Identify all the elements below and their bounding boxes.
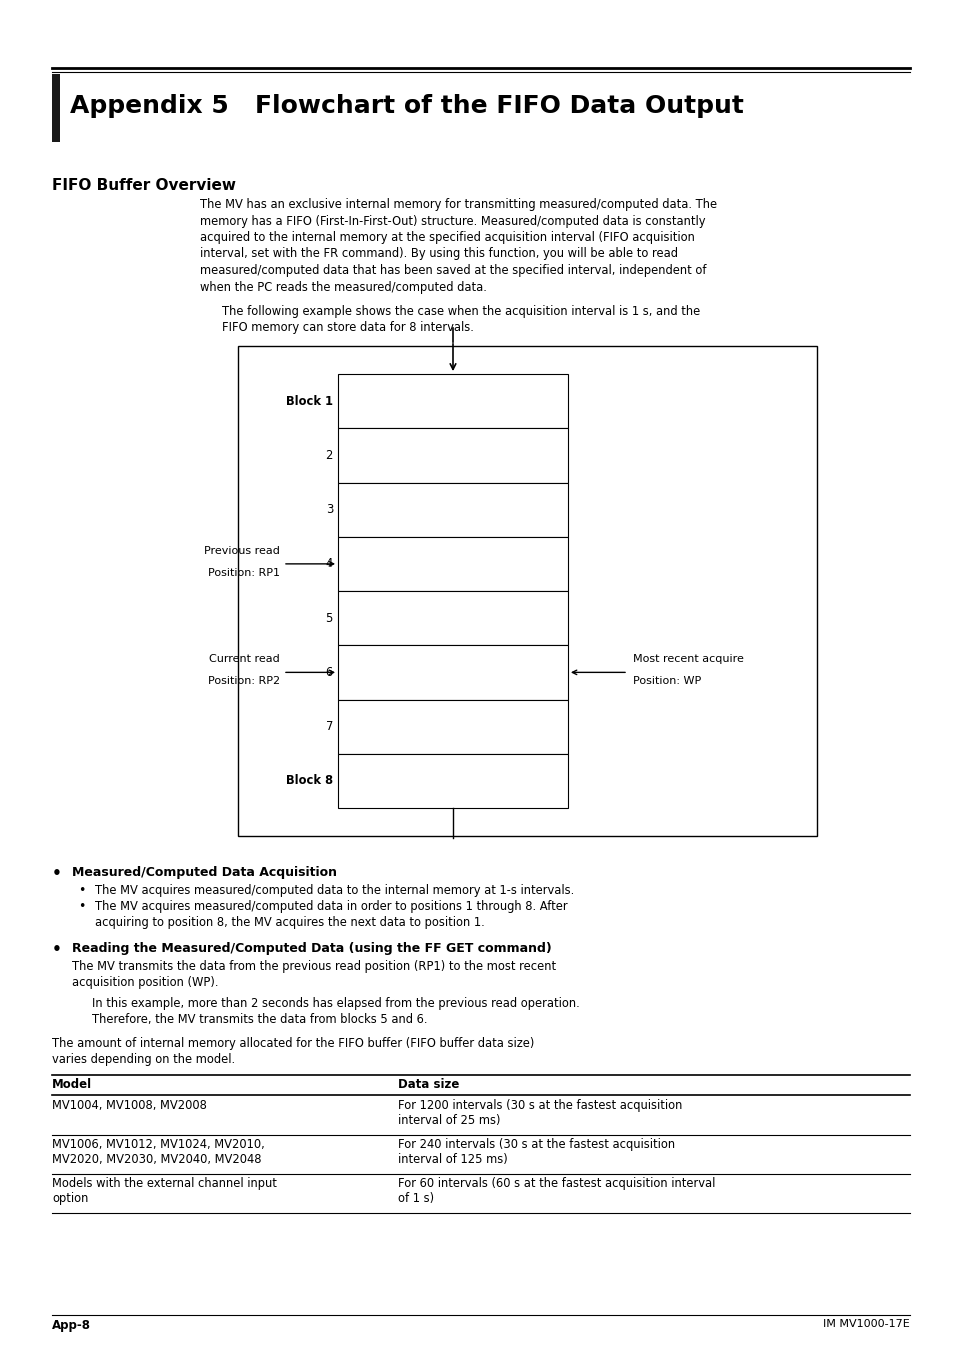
Bar bbox=[337, 428, 567, 482]
Text: The following example shows the case when the acquisition interval is 1 s, and t: The following example shows the case whe… bbox=[222, 305, 700, 319]
Text: The amount of internal memory allocated for the FIFO buffer (FIFO buffer data si: The amount of internal memory allocated … bbox=[52, 1037, 534, 1050]
Text: MV1006, MV1012, MV1024, MV2010,: MV1006, MV1012, MV1024, MV2010, bbox=[52, 1138, 265, 1152]
Text: Models with the external channel input: Models with the external channel input bbox=[52, 1177, 276, 1189]
Text: acquiring to position 8, the MV acquires the next data to position 1.: acquiring to position 8, the MV acquires… bbox=[95, 917, 484, 929]
Text: 2: 2 bbox=[325, 448, 333, 462]
Text: Measured/Computed Data Acquisition: Measured/Computed Data Acquisition bbox=[71, 865, 336, 879]
Text: 7: 7 bbox=[325, 720, 333, 733]
Text: of 1 s): of 1 s) bbox=[397, 1192, 434, 1206]
Text: 6: 6 bbox=[325, 666, 333, 679]
Text: option: option bbox=[52, 1192, 89, 1206]
Text: For 240 intervals (30 s at the fastest acquisition: For 240 intervals (30 s at the fastest a… bbox=[397, 1138, 675, 1152]
Text: •: • bbox=[78, 900, 85, 913]
Text: The MV acquires measured/computed data in order to positions 1 through 8. After: The MV acquires measured/computed data i… bbox=[95, 900, 567, 913]
Text: 4: 4 bbox=[325, 558, 333, 570]
Text: Block 8: Block 8 bbox=[286, 775, 333, 787]
Text: Previous read: Previous read bbox=[204, 545, 280, 556]
Text: FIFO Buffer Overview: FIFO Buffer Overview bbox=[52, 178, 235, 193]
Text: Most recent acquire: Most recent acquire bbox=[633, 655, 743, 664]
Text: memory has a FIFO (First-In-First-Out) structure. Measured/computed data is cons: memory has a FIFO (First-In-First-Out) s… bbox=[200, 215, 705, 228]
Text: varies depending on the model.: varies depending on the model. bbox=[52, 1053, 234, 1066]
Text: Position: WP: Position: WP bbox=[633, 676, 700, 686]
Text: interval, set with the FR command). By using this function, you will be able to : interval, set with the FR command). By u… bbox=[200, 247, 678, 261]
Text: 5: 5 bbox=[325, 612, 333, 625]
Text: 3: 3 bbox=[325, 504, 333, 516]
Text: Position: RP2: Position: RP2 bbox=[208, 676, 280, 686]
Text: The MV transmits the data from the previous read position (RP1) to the most rece: The MV transmits the data from the previ… bbox=[71, 960, 556, 973]
Bar bbox=[337, 537, 567, 591]
Bar bbox=[337, 753, 567, 809]
Text: FIFO memory can store data for 8 intervals.: FIFO memory can store data for 8 interva… bbox=[222, 321, 474, 335]
Text: MV1004, MV1008, MV2008: MV1004, MV1008, MV2008 bbox=[52, 1099, 207, 1112]
Text: acquisition position (WP).: acquisition position (WP). bbox=[71, 976, 218, 990]
Bar bbox=[337, 645, 567, 699]
Text: Appendix 5   Flowchart of the FIFO Data Output: Appendix 5 Flowchart of the FIFO Data Ou… bbox=[70, 95, 743, 117]
Bar bbox=[52, 74, 60, 142]
Text: IM MV1000-17E: IM MV1000-17E bbox=[822, 1319, 909, 1328]
Text: measured/computed data that has been saved at the specified interval, independen: measured/computed data that has been sav… bbox=[200, 265, 706, 277]
Text: App-8: App-8 bbox=[52, 1319, 91, 1332]
Text: Current read: Current read bbox=[209, 655, 280, 664]
Bar bbox=[337, 374, 567, 428]
Bar bbox=[337, 591, 567, 645]
Text: Block 1: Block 1 bbox=[286, 394, 333, 408]
Bar bbox=[237, 346, 816, 836]
Text: For 1200 intervals (30 s at the fastest acquisition: For 1200 intervals (30 s at the fastest … bbox=[397, 1099, 681, 1112]
Text: Model: Model bbox=[52, 1079, 92, 1091]
Text: MV2020, MV2030, MV2040, MV2048: MV2020, MV2030, MV2040, MV2048 bbox=[52, 1153, 261, 1166]
Text: In this example, more than 2 seconds has elapsed from the previous read operatio: In this example, more than 2 seconds has… bbox=[91, 998, 579, 1010]
Text: The MV acquires measured/computed data to the internal memory at 1-s intervals.: The MV acquires measured/computed data t… bbox=[95, 884, 574, 896]
Text: acquired to the internal memory at the specified acquisition interval (FIFO acqu: acquired to the internal memory at the s… bbox=[200, 231, 694, 244]
Text: •: • bbox=[52, 865, 62, 882]
Text: Position: RP1: Position: RP1 bbox=[208, 568, 280, 578]
Text: interval of 125 ms): interval of 125 ms) bbox=[397, 1153, 507, 1166]
Text: Data size: Data size bbox=[397, 1079, 459, 1091]
Bar bbox=[337, 699, 567, 753]
Bar bbox=[337, 482, 567, 537]
Text: For 60 intervals (60 s at the fastest acquisition interval: For 60 intervals (60 s at the fastest ac… bbox=[397, 1177, 715, 1189]
Text: interval of 25 ms): interval of 25 ms) bbox=[397, 1114, 500, 1127]
Text: •: • bbox=[52, 942, 62, 957]
Text: The MV has an exclusive internal memory for transmitting measured/computed data.: The MV has an exclusive internal memory … bbox=[200, 198, 717, 211]
Text: •: • bbox=[78, 884, 85, 896]
Text: Therefore, the MV transmits the data from blocks 5 and 6.: Therefore, the MV transmits the data fro… bbox=[91, 1012, 427, 1026]
Text: Reading the Measured/Computed Data (using the FF GET command): Reading the Measured/Computed Data (usin… bbox=[71, 942, 551, 954]
Text: when the PC reads the measured/computed data.: when the PC reads the measured/computed … bbox=[200, 281, 486, 293]
